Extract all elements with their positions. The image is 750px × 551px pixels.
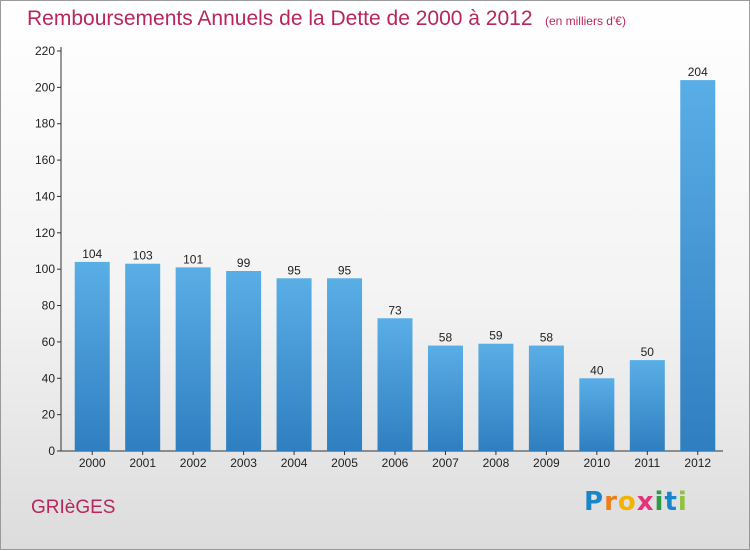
- y-tick-label: 100: [35, 262, 55, 276]
- x-tick-label: 2000: [79, 456, 106, 470]
- value-label: 50: [641, 345, 655, 359]
- y-tick-label: 80: [42, 299, 56, 313]
- logo-letter: t: [664, 487, 678, 517]
- x-tick-label: 2010: [583, 456, 610, 470]
- logo-letter: r: [604, 487, 618, 517]
- x-tick-label: 2005: [331, 456, 358, 470]
- bar-2007: [427, 345, 463, 451]
- y-tick-label: 200: [35, 80, 55, 94]
- value-label: 95: [338, 263, 352, 277]
- value-label: 95: [287, 263, 301, 277]
- logo-letter: x: [636, 487, 655, 517]
- y-tick-label: 0: [48, 444, 55, 458]
- bar-2009: [528, 345, 564, 451]
- chart-labels: 2000 104 2001 103 2002 101 2003 99 2004 95 2005 95 2…: [79, 65, 712, 470]
- chart-title-row: Remboursements Annuels de la Dette de 20…: [27, 7, 626, 31]
- y-tick-label: 20: [42, 408, 56, 422]
- value-label: 40: [590, 363, 604, 377]
- x-tick-label: 2003: [230, 456, 257, 470]
- x-tick-label: 2009: [533, 456, 560, 470]
- value-label: 101: [183, 252, 203, 266]
- chart-title: Remboursements Annuels de la Dette de 20…: [27, 7, 533, 30]
- logo-letter: o: [617, 487, 637, 517]
- chart-bars: [74, 80, 716, 451]
- x-tick-label: 2008: [483, 456, 510, 470]
- x-tick-label: 2011: [634, 456, 660, 470]
- y-tick-label: 120: [35, 226, 55, 240]
- bar-2010: [579, 378, 615, 451]
- x-tick-label: 2006: [382, 456, 409, 470]
- y-tick-label: 140: [35, 189, 55, 203]
- y-tick-label: 160: [35, 153, 55, 167]
- x-tick-label: 2012: [684, 456, 711, 470]
- bar-2008: [478, 343, 514, 451]
- value-label: 99: [237, 256, 251, 270]
- bar-2006: [377, 318, 413, 451]
- logo-letter: i: [654, 487, 665, 517]
- bar-2004: [276, 278, 312, 451]
- bar-2001: [125, 263, 161, 451]
- x-tick-label: 2007: [432, 456, 459, 470]
- x-tick-label: 2001: [129, 456, 156, 470]
- bar-2012: [680, 80, 716, 451]
- bar-2005: [327, 278, 363, 451]
- x-tick-label: 2004: [281, 456, 308, 470]
- y-tick-label: 60: [42, 335, 56, 349]
- bar-2003: [226, 271, 262, 451]
- y-tick-label: 180: [35, 117, 55, 131]
- y-tick-label: 40: [42, 371, 56, 385]
- value-label: 104: [82, 247, 102, 261]
- commune-name: GRIèGES: [31, 497, 116, 518]
- bar-2002: [175, 267, 211, 451]
- value-label: 103: [133, 249, 153, 263]
- y-tick-label: 220: [35, 44, 55, 58]
- value-label: 58: [439, 331, 453, 345]
- x-tick-label: 2002: [180, 456, 207, 470]
- bar-2000: [74, 261, 110, 451]
- value-label: 58: [540, 331, 554, 345]
- bar-2011: [629, 360, 665, 451]
- logo-letter: P: [584, 487, 605, 517]
- chart-subtitle: (en milliers d'€): [544, 14, 626, 28]
- value-label: 59: [489, 329, 503, 343]
- value-label: 73: [388, 303, 402, 317]
- proxiti-logo: Proxiti: [584, 487, 688, 517]
- value-label: 204: [688, 65, 708, 79]
- logo-letter: i: [677, 487, 688, 517]
